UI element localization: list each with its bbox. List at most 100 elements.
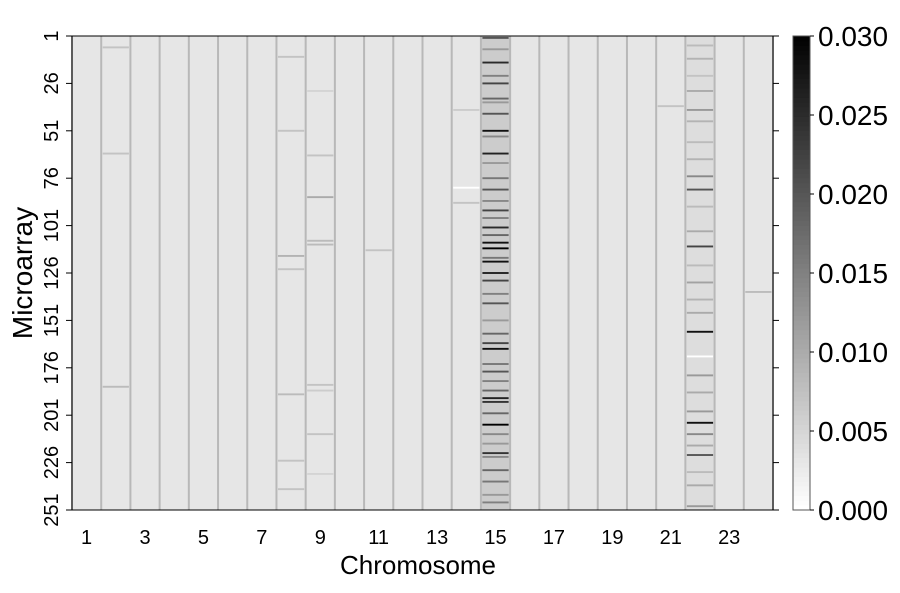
colorbar-step	[793, 410, 810, 416]
colorbar-step	[793, 135, 810, 141]
heatmap-cell	[453, 186, 480, 189]
heatmap-cell	[482, 455, 509, 458]
colorbar-step	[793, 504, 810, 511]
heatmap-cell	[277, 393, 305, 396]
heatmap-cell	[482, 292, 509, 295]
heatmap-cell	[102, 385, 129, 388]
colorbar-step	[793, 102, 810, 108]
colorbar-step	[793, 158, 810, 165]
colorbar-step	[793, 92, 810, 98]
heatmap-column	[393, 36, 423, 510]
colorbar-step	[793, 173, 810, 179]
heatmap-cell	[686, 74, 714, 77]
colorbar-step	[793, 206, 810, 212]
heatmap-column	[247, 36, 277, 510]
heatmap-cell	[482, 423, 509, 426]
colorbar-step	[793, 320, 810, 326]
colorbar-step	[793, 358, 810, 364]
heatmap-column	[743, 36, 773, 510]
heatmap-cell	[482, 493, 509, 496]
colorbar-step	[793, 111, 810, 117]
colorbar-step	[793, 125, 810, 132]
colorbar-step	[793, 130, 810, 136]
heatmap-column	[72, 36, 102, 510]
heatmap-cell	[277, 488, 305, 491]
heatmap-cell	[657, 105, 684, 108]
heatmap-cell	[686, 471, 714, 474]
y-tick-label: 126	[41, 256, 63, 289]
colorbar-step	[793, 73, 810, 79]
colorbar-step	[793, 334, 810, 340]
colorbar-step	[793, 291, 810, 297]
colorbar-step	[793, 362, 810, 369]
x-tick-label: 23	[718, 527, 740, 549]
heatmap-column	[656, 36, 686, 510]
heatmap-cell	[686, 374, 714, 377]
heatmap-column	[597, 36, 627, 510]
heatmap-cell	[686, 454, 714, 456]
y-tick-label: 51	[41, 120, 63, 142]
colorbar-step	[793, 448, 810, 454]
colorbar-step	[793, 258, 810, 264]
heatmap-cell	[686, 355, 714, 358]
heatmap-cell	[482, 226, 509, 229]
heatmap-cell	[453, 108, 480, 111]
colorbar-step	[793, 267, 810, 274]
heatmap-cell	[482, 469, 509, 472]
colorbar-step	[793, 301, 810, 307]
y-tick-label: 101	[41, 209, 63, 242]
colorbar-step	[793, 59, 810, 65]
x-tick-label: 9	[315, 527, 326, 549]
colorbar-tick-label: 0.005	[818, 416, 888, 447]
colorbar-step	[793, 348, 810, 354]
colorbar-step	[793, 253, 810, 260]
heatmap-cell	[307, 433, 334, 436]
colorbar-step	[793, 500, 810, 506]
colorbar-tick-label: 0.000	[818, 495, 888, 526]
heatmap-cell	[482, 433, 509, 436]
heatmap-cell	[365, 249, 392, 252]
y-tick-label: 251	[41, 493, 63, 526]
colorbar-step	[793, 277, 810, 283]
heatmap-cell	[307, 389, 334, 392]
colorbar-step	[793, 54, 810, 60]
heatmap-cell	[686, 158, 714, 161]
colorbar-step	[793, 282, 810, 288]
x-tick-label: 3	[139, 527, 150, 549]
colorbar-step	[793, 196, 810, 203]
colorbar-step	[793, 305, 810, 312]
colorbar-step	[793, 121, 810, 127]
heatmap-cell	[453, 201, 480, 204]
heatmap-cell	[686, 311, 714, 314]
heatmap-cell	[482, 112, 509, 115]
colorbar-step	[793, 476, 810, 482]
colorbar-step	[793, 68, 810, 75]
colorbar-step	[793, 106, 810, 113]
colorbar-step	[793, 144, 810, 151]
heatmap-cell	[482, 342, 509, 345]
colorbar-step	[793, 35, 810, 42]
colorbar-step	[793, 192, 810, 198]
heatmap-cell	[686, 433, 714, 436]
colorbar-step	[793, 443, 810, 449]
colorbar-step	[793, 486, 810, 492]
colorbar-tick-label: 0.015	[818, 258, 888, 289]
colorbar-step	[793, 324, 810, 331]
colorbar-step	[793, 177, 810, 184]
heatmap-cell	[482, 319, 509, 322]
heatmap-column	[218, 36, 248, 510]
heatmap-cell	[482, 347, 509, 350]
colorbar-tick-label: 0.025	[818, 100, 888, 131]
colorbar-step	[793, 462, 810, 468]
colorbar-step	[793, 272, 810, 279]
heatmap-cell	[102, 46, 129, 49]
heatmap-cell	[482, 302, 509, 305]
y-axis-label: Microarray	[7, 207, 38, 339]
colorbar-step	[793, 187, 810, 193]
heatmap-cell	[482, 272, 509, 274]
heatmap-cell	[686, 281, 714, 284]
colorbar-step	[793, 83, 810, 89]
heatmap-cell	[482, 129, 509, 132]
colorbar-step	[793, 438, 810, 444]
heatmap-cell	[686, 505, 714, 508]
